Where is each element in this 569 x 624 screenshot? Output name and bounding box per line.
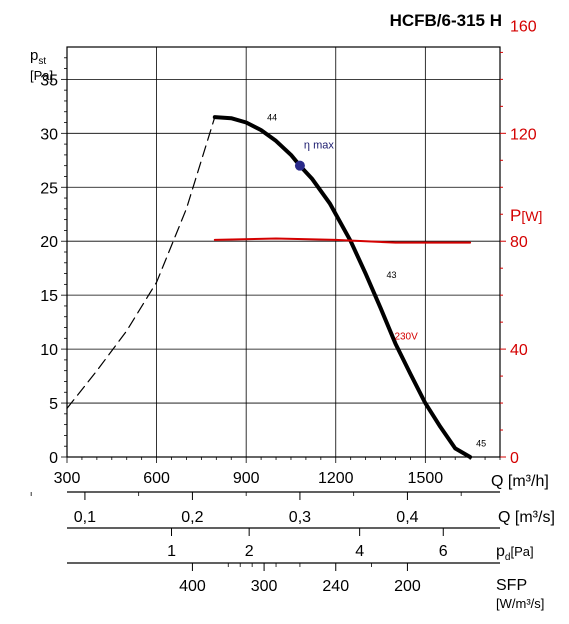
y-tick-label: 15 [40, 288, 58, 305]
series-power [213, 237, 472, 244]
y-tick-label: 25 [40, 180, 58, 197]
x-tick-label: 1500 [408, 470, 444, 487]
y2-tick-label: 120 [510, 126, 537, 143]
pd-label-sub: d [505, 552, 511, 563]
annotation-43: 43 [387, 270, 397, 280]
annotation-230v: 230V [394, 332, 418, 343]
pd-label-unit: [Pa] [510, 544, 533, 559]
y-axis-label-sub: st [38, 56, 46, 67]
x-tick-label: 900 [233, 470, 260, 487]
secondary-scale-label-pd: pd[Pa] [496, 543, 534, 563]
minor-ticks [61, 51, 506, 463]
y2-axis-ticks: 0 40 80 120 160 [510, 18, 537, 467]
secondary-scale-tick-label: 0,3 [289, 509, 311, 526]
secondary-scales: 0,1 0,2 0,3 0,4 1 2 4 6 400 300 240 200 Q [m³/s] pd[P… [30, 491, 555, 611]
secondary-scale-label-sfp: SFP [496, 577, 527, 594]
y-axis-label-main: p [30, 47, 38, 64]
series-group [66, 115, 473, 459]
grid [66, 46, 501, 458]
annotation-44: 44 [267, 113, 277, 123]
y2-tick-label: 80 [510, 234, 528, 251]
secondary-scale-label-q: Q [m³/s] [498, 509, 555, 526]
y2-tick-label: 0 [510, 450, 519, 467]
secondary-scale-tick-label: 4 [355, 543, 364, 560]
y-tick-label: 30 [40, 126, 58, 143]
x-axis-label: Q [m³/h] [491, 473, 549, 490]
secondary-scale-tick-label: 400 [179, 578, 206, 595]
secondary-scale-tick-label: 0,2 [181, 509, 203, 526]
secondary-scale-tick-label: 0,4 [396, 509, 418, 526]
y-tick-label: 10 [40, 342, 58, 359]
y-tick-label: 20 [40, 234, 58, 251]
x-tick-label: 600 [143, 470, 170, 487]
pd-label-main: p [496, 543, 505, 560]
secondary-scale-tick-label: 240 [322, 578, 349, 595]
annotation-45: 45 [476, 439, 486, 449]
secondary-scale-tick-label: 0,1 [74, 509, 96, 526]
chart-title: HCFB/6-315 H [390, 11, 502, 30]
y2-axis-label-unit: [W] [521, 208, 542, 224]
y2-tick-label: 160 [510, 18, 537, 35]
secondary-scale-tick-label: 300 [251, 578, 278, 595]
x-tick-label: 1200 [318, 470, 354, 487]
secondary-scale-unit-sfp: [W/m³/s] [496, 596, 544, 611]
y-axis-unit: [Pa] [30, 68, 53, 83]
annotation-eta-max: η max [304, 140, 334, 152]
x-axis-ticks: 300 600 900 1200 1500 [54, 470, 444, 487]
secondary-scale-tick-label: 200 [394, 578, 421, 595]
eta-max-marker [294, 160, 305, 171]
y-axis-ticks: 0 5 10 15 20 25 30 35 [40, 72, 58, 467]
secondary-scale-tick-label: 2 [245, 543, 254, 560]
y-tick-label: 35 [40, 72, 58, 89]
annotations: 44 η max 43 230V 45 [267, 113, 486, 449]
y2-axis-label: P[W] [510, 206, 542, 225]
y-tick-label: 0 [49, 450, 58, 467]
y-axis-label: pst [30, 47, 46, 67]
plot-frame [66, 46, 501, 458]
y2-tick-label: 40 [510, 342, 528, 359]
series-pressure_extension [66, 116, 216, 409]
secondary-scale-tick-label: 6 [439, 543, 448, 560]
x-tick-label: 300 [54, 470, 81, 487]
y2-axis-label-main: P [510, 206, 521, 225]
y-tick-label: 5 [49, 396, 58, 413]
series-pressure [212, 115, 473, 459]
secondary-scale-tick-label: 1 [167, 543, 176, 560]
